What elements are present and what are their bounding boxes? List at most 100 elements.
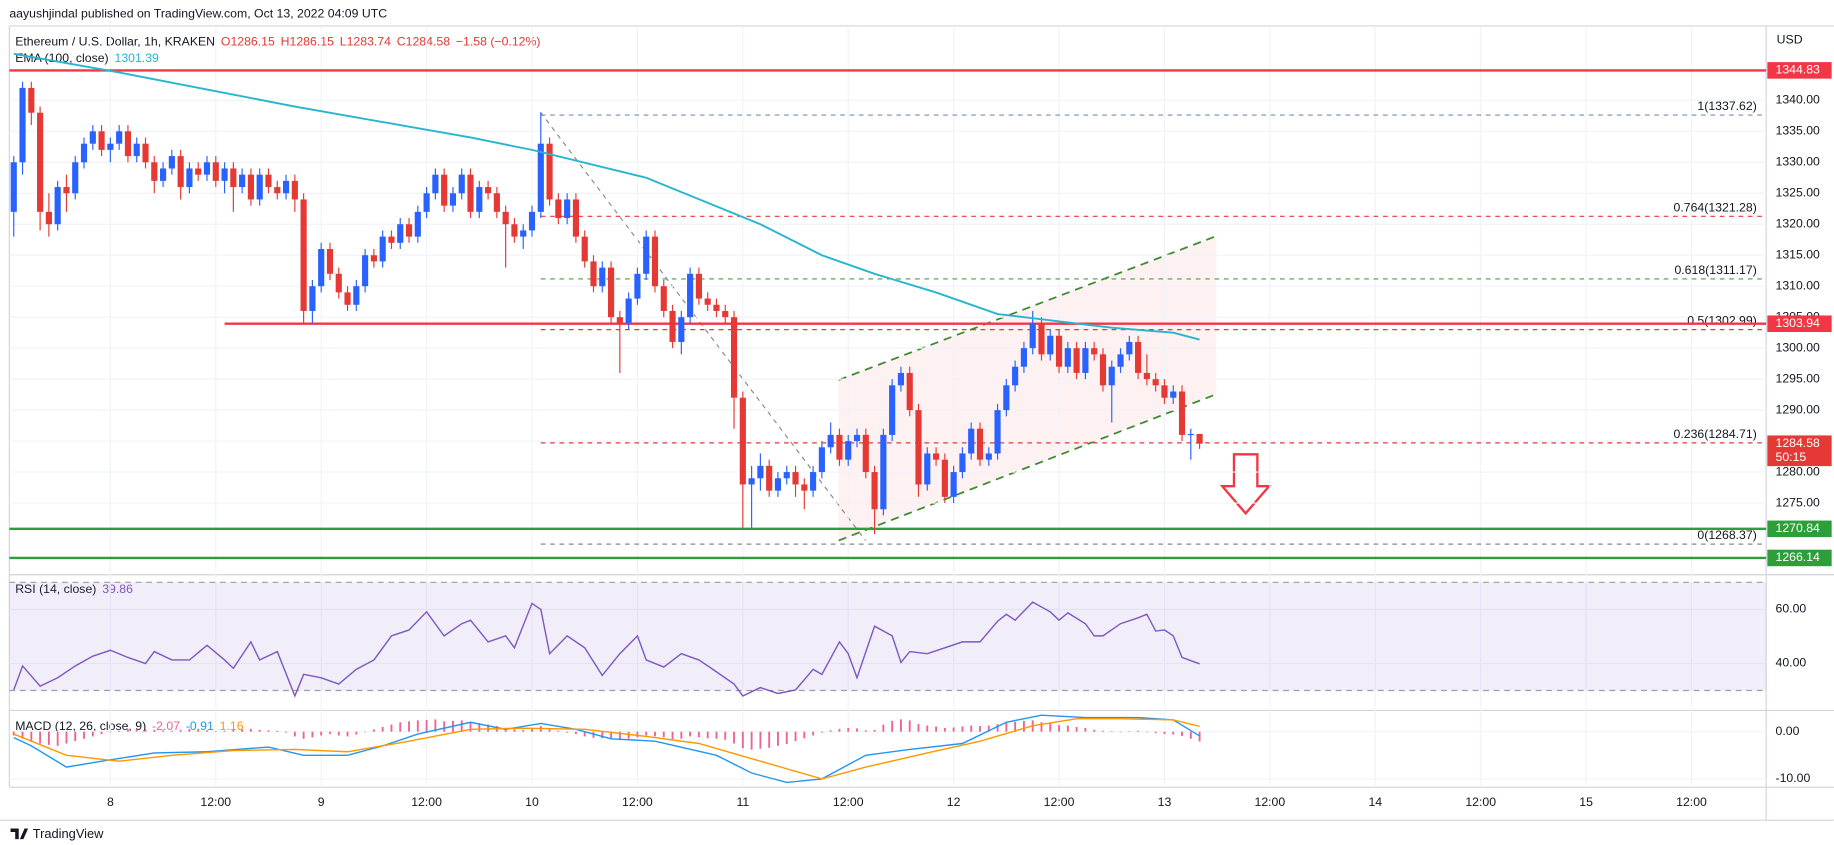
signal-value: 1.16 xyxy=(220,719,244,733)
candle-body xyxy=(1047,335,1054,355)
candle-body xyxy=(335,273,342,293)
candle-body xyxy=(941,459,948,497)
macd-histogram-bar xyxy=(320,731,323,736)
candle-body xyxy=(994,410,1001,454)
candle-body xyxy=(774,478,782,491)
fib-label: 1(1337.62) xyxy=(1697,99,1756,113)
y-tick-label: 1280.00 xyxy=(1776,464,1821,478)
candle-body xyxy=(221,168,228,181)
candle-body xyxy=(116,131,123,144)
macd-histogram-bar xyxy=(891,720,894,732)
candle-body xyxy=(168,156,175,169)
ema-value: 1301.39 xyxy=(115,51,160,65)
candle-body xyxy=(897,372,905,386)
macd-histogram-bar xyxy=(715,731,718,739)
candle-body xyxy=(827,434,834,448)
x-tick-label: 12:00 xyxy=(1465,795,1496,809)
macd-legend: MACD (12, 26, close, 9) -2.07 -0.91 1.16 xyxy=(15,719,243,733)
fib-label: 0(1268.37) xyxy=(1697,528,1756,542)
macd-histogram-bar xyxy=(557,730,560,732)
candle-body xyxy=(985,453,992,460)
y-tick-label: 1290.00 xyxy=(1776,402,1821,416)
macd-histogram-bar xyxy=(276,730,279,732)
macd-histogram-bar xyxy=(1049,723,1052,732)
macd-histogram-bar xyxy=(74,731,77,742)
macd-histogram-bar xyxy=(1181,731,1183,736)
candle-body xyxy=(950,472,957,497)
macd-histogram-bar xyxy=(662,731,665,738)
macd-histogram-bar xyxy=(478,723,481,732)
macd-histogram-bar xyxy=(952,727,955,732)
candle-body xyxy=(871,472,878,510)
candle-body xyxy=(1029,323,1036,349)
macd-histogram-bar xyxy=(1128,731,1131,732)
candle-body xyxy=(572,199,580,237)
macd-histogram-bar xyxy=(1137,730,1140,732)
macd-title: MACD (12, 26, close, 9) xyxy=(15,719,146,733)
macd-histogram-bar xyxy=(232,729,235,732)
candle-body xyxy=(564,199,571,219)
macd-histogram-bar xyxy=(12,731,15,736)
candle-body xyxy=(1064,348,1071,367)
candle-body xyxy=(291,180,298,200)
candle-body xyxy=(63,187,70,194)
macd-histogram-bar xyxy=(1093,729,1096,732)
macd-histogram-bar xyxy=(636,731,639,738)
macd-histogram-bar xyxy=(970,725,973,732)
macd-histogram-bar xyxy=(654,731,656,737)
macd-histogram-bar xyxy=(434,719,437,732)
macd-histogram-bar xyxy=(109,731,112,733)
price-box-label: 1344.83 xyxy=(1776,63,1821,77)
macd-histogram-bar xyxy=(21,731,24,739)
ema-name: EMA (100, close) xyxy=(15,51,108,65)
price-box xyxy=(1767,520,1832,538)
candle-body xyxy=(643,236,650,274)
candle-body xyxy=(239,174,246,188)
macd-histogram-bar xyxy=(522,729,525,732)
candle-body xyxy=(511,224,518,237)
candle-body xyxy=(730,317,738,398)
macd-histogram-bar xyxy=(794,731,797,742)
countdown-label: 50:15 xyxy=(1776,450,1807,464)
candle-body xyxy=(651,236,659,287)
macd-histogram-bar xyxy=(197,729,200,732)
candle-body xyxy=(555,199,562,219)
candle-body xyxy=(344,292,351,305)
macd-histogram-bar xyxy=(144,729,147,732)
macd-histogram-bar xyxy=(513,729,516,732)
macd-histogram-bar xyxy=(829,730,832,732)
macd-histogram-bar xyxy=(302,731,305,739)
macd-histogram-bar xyxy=(777,731,779,746)
candle-body xyxy=(660,286,667,311)
candle-body xyxy=(1055,335,1063,367)
macd-histogram-bar xyxy=(241,729,244,732)
candle-body xyxy=(230,168,237,188)
candle-body xyxy=(748,478,755,485)
macd-histogram-bar xyxy=(750,731,753,750)
candle-body xyxy=(124,131,132,157)
macd-histogram-bar xyxy=(820,731,823,733)
ohlc-close: C1284.58 xyxy=(397,35,450,49)
macd-histogram-bar xyxy=(118,730,121,732)
macd-histogram-bar xyxy=(30,731,33,742)
series-line xyxy=(13,714,1200,784)
candle-body xyxy=(10,162,17,212)
macd-histogram-bar xyxy=(583,731,586,737)
candle-body xyxy=(388,236,395,243)
price-box-label: 1266.14 xyxy=(1776,550,1821,564)
ema-legend: EMA (100, close) 1301.39 xyxy=(15,51,159,65)
x-tick-label: 10 xyxy=(525,795,539,809)
series-line xyxy=(13,718,1200,780)
macd-histogram-bar xyxy=(170,730,173,732)
x-tick-label: 13 xyxy=(1158,795,1172,809)
macd-histogram-bar xyxy=(856,728,858,732)
price-box-label: 1303.94 xyxy=(1776,316,1821,330)
macd-histogram-bar xyxy=(267,730,270,732)
last-price-box xyxy=(1767,435,1832,467)
ohlc-high: H1286.15 xyxy=(281,35,334,49)
macd-histogram-bar xyxy=(882,724,885,732)
x-tick-label: 14 xyxy=(1368,795,1382,809)
candle-body xyxy=(37,112,44,212)
